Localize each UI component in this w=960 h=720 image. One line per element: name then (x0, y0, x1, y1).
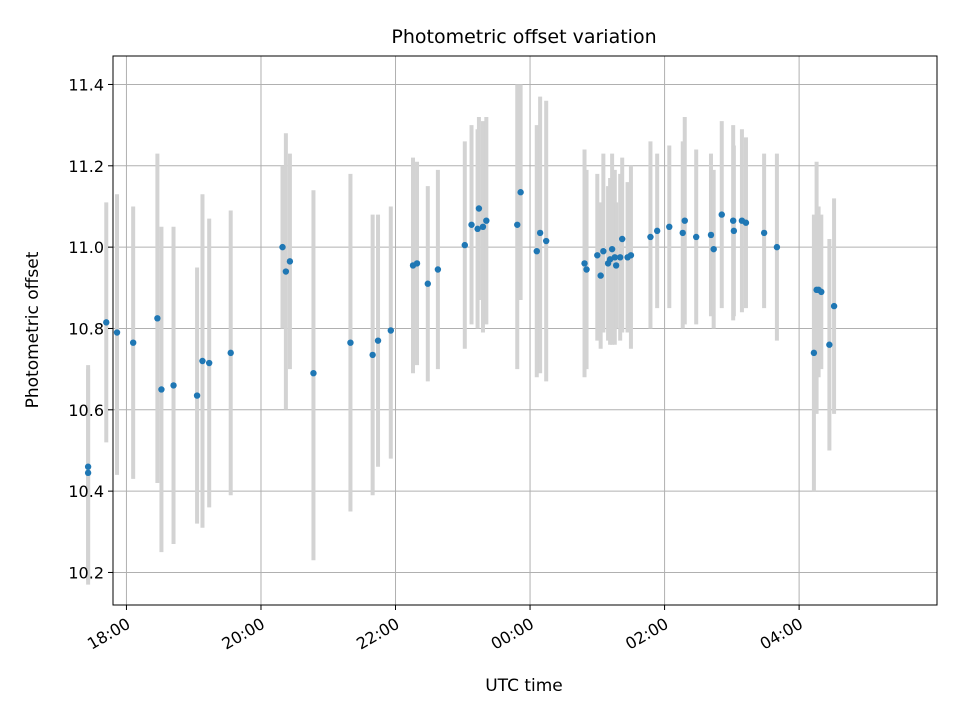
data-point (282, 268, 290, 275)
data-point (818, 288, 825, 296)
x-tick-label: 18:00 (84, 614, 133, 654)
data-point (103, 319, 110, 326)
data-point (647, 233, 654, 241)
data-points (84, 189, 838, 477)
data-point (84, 469, 92, 477)
x-tick-label: 20:00 (219, 614, 268, 654)
data-point (710, 245, 717, 253)
data-point (84, 463, 92, 470)
data-point (369, 351, 376, 359)
data-point (154, 315, 161, 322)
data-point (542, 237, 550, 245)
y-tick-label: 10.2 (68, 563, 104, 582)
data-point (374, 337, 382, 344)
y-tick-label: 11.0 (68, 238, 104, 257)
data-point (434, 266, 442, 273)
data-point (618, 235, 626, 243)
y-tick-label: 10.8 (68, 319, 104, 338)
data-point (594, 252, 601, 259)
data-point (170, 382, 177, 389)
data-point (536, 229, 544, 237)
data-point (830, 302, 838, 310)
x-tick-label: 00:00 (488, 614, 537, 654)
error-bars (86, 84, 837, 585)
data-point (199, 357, 206, 365)
data-point (729, 217, 737, 224)
data-point (718, 211, 725, 218)
x-tick-label: 22:00 (353, 614, 402, 654)
data-point (424, 280, 432, 287)
data-point (347, 339, 354, 346)
data-point (612, 262, 620, 269)
data-point (707, 231, 715, 239)
data-point (679, 229, 686, 237)
y-tick-label: 10.6 (68, 401, 104, 420)
x-tick-label: 02:00 (622, 614, 671, 654)
data-point (310, 370, 317, 377)
y-axis-label: Photometric offset (23, 251, 43, 408)
data-point (468, 221, 475, 228)
data-point (227, 349, 234, 357)
data-point (533, 248, 540, 255)
data-point (475, 205, 483, 212)
data-point (616, 254, 624, 261)
data-point (581, 260, 588, 267)
data-point (583, 266, 590, 273)
data-point (600, 248, 607, 255)
data-point (730, 227, 738, 235)
data-point (413, 260, 421, 267)
data-point (474, 225, 481, 233)
data-point (129, 339, 137, 346)
data-point (742, 219, 750, 226)
data-point (158, 386, 165, 393)
data-point (461, 241, 468, 249)
data-point (479, 223, 487, 230)
data-point (483, 217, 490, 224)
x-tick-label: 04:00 (757, 614, 806, 654)
data-point (514, 221, 521, 228)
data-point (760, 229, 768, 237)
data-point (608, 245, 616, 253)
data-point (666, 223, 673, 230)
y-tick-label: 11.4 (68, 75, 104, 94)
y-tick-label: 10.4 (68, 482, 104, 501)
data-point (611, 254, 618, 261)
grid (113, 56, 937, 605)
x-axis-label: UTC time (485, 676, 563, 696)
data-point (826, 341, 833, 348)
data-point (286, 258, 294, 265)
data-point (653, 227, 661, 235)
chart-title: Photometric offset variation (391, 26, 656, 48)
data-point (193, 392, 201, 399)
data-point (387, 327, 395, 334)
plot-frame (112, 55, 938, 606)
y-axis-ticks: 10.2 10.4 10.6 10.8 11.0 11.2 11.4 (68, 75, 113, 582)
data-point (597, 272, 604, 279)
x-axis-ticks: 18:00 20:00 22:00 00:00 02:00 04:00 (84, 605, 806, 654)
data-point (113, 329, 121, 336)
data-point (692, 233, 700, 241)
data-point (517, 189, 524, 196)
data-point (810, 349, 818, 357)
data-point (681, 217, 688, 224)
data-point (205, 359, 213, 367)
data-point (627, 252, 635, 259)
data-point (279, 243, 286, 251)
data-point (773, 243, 781, 251)
y-tick-label: 11.2 (68, 157, 104, 176)
